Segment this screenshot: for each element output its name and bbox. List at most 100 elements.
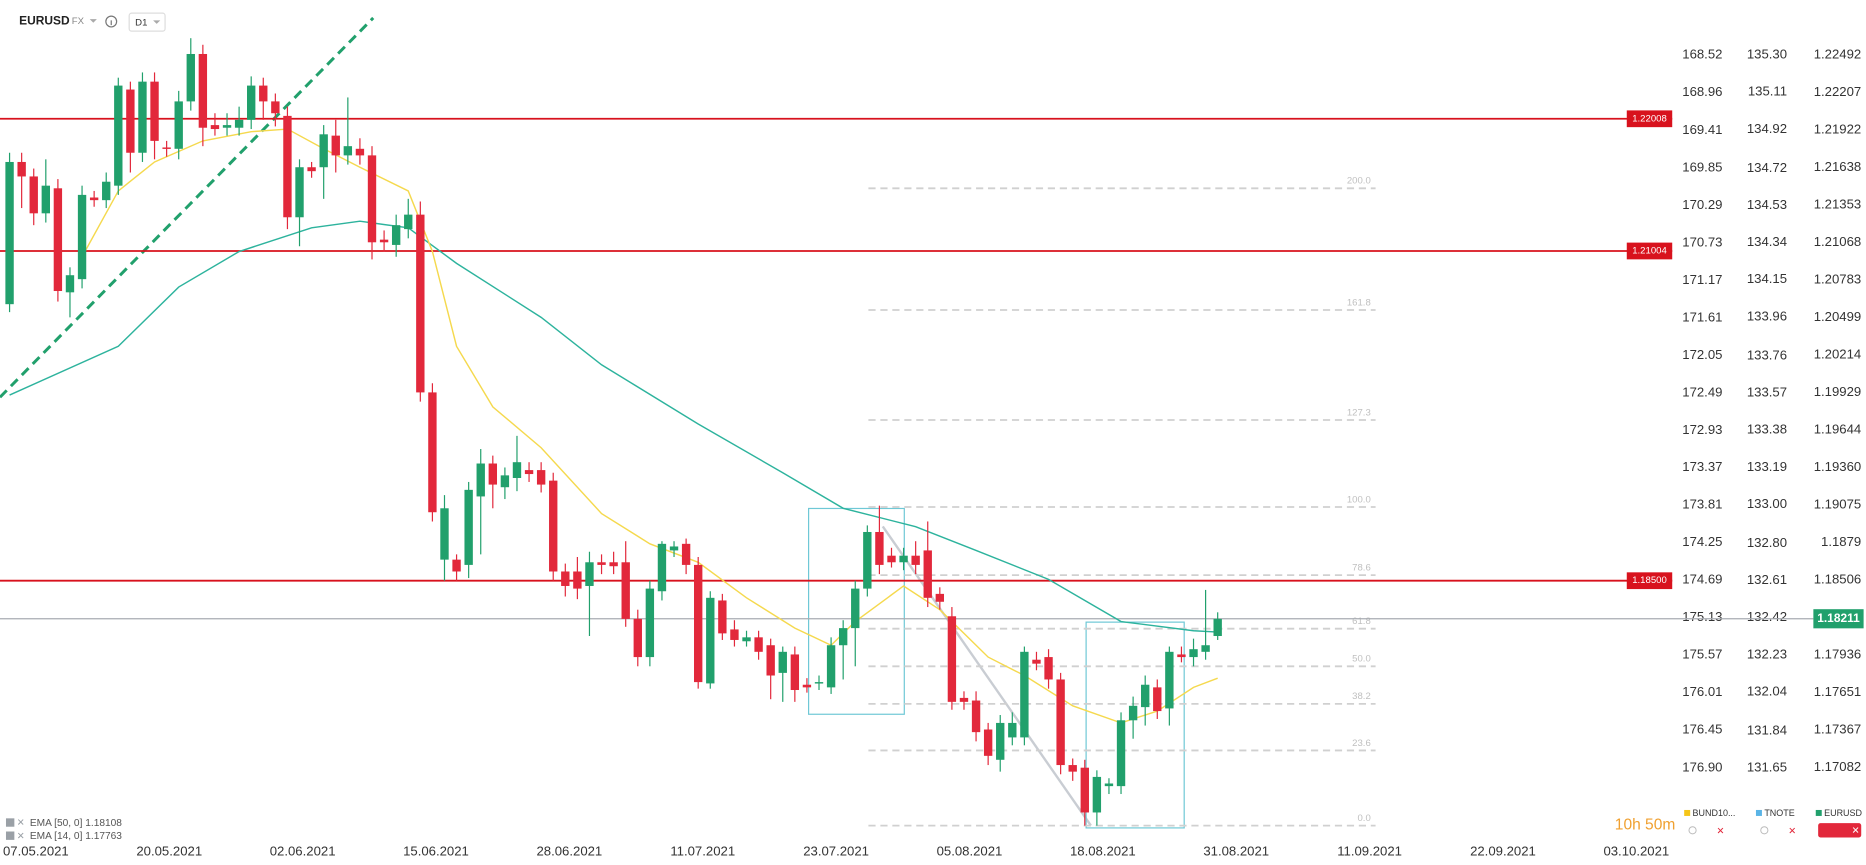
y-tick-label: 133.96	[1747, 308, 1787, 323]
ema-legend-close: ✕	[17, 818, 25, 829]
y-tick-label: 1.17651	[1814, 684, 1862, 699]
candle-body	[1020, 651, 1029, 738]
legend-swatch	[1755, 809, 1762, 816]
candle-body	[174, 101, 183, 149]
candle-body	[283, 115, 292, 218]
x-tick-label: 20.05.2021	[136, 843, 202, 858]
price-level-label: 1.21004	[1632, 246, 1667, 257]
candle-body	[355, 148, 365, 156]
candle-body	[681, 543, 691, 565]
legend-visibility	[1688, 826, 1697, 835]
y-tick-label: 134.15	[1747, 271, 1787, 286]
y-tick-label: 133.76	[1747, 347, 1787, 362]
fib-label: 200.0	[1347, 176, 1371, 187]
candle-body	[1044, 657, 1053, 680]
candle-body	[524, 470, 534, 475]
candle-body	[669, 546, 679, 551]
candle-body	[1141, 684, 1150, 708]
candle-body	[935, 593, 945, 602]
y-tick-label: 135.30	[1747, 47, 1787, 62]
candle-body	[826, 645, 836, 688]
price-level-tag	[1626, 242, 1673, 260]
y-tick-label: 135.11	[1748, 84, 1787, 99]
fib-label: 61.8	[1352, 616, 1371, 627]
y-tick-label: 175.13	[1682, 609, 1722, 624]
candle-body	[307, 167, 316, 172]
candle-body	[694, 564, 703, 683]
candle-body	[657, 543, 667, 592]
x-tick-label: 11.07.2021	[670, 843, 735, 858]
y-tick-label: 1.17082	[1814, 759, 1862, 774]
y-tick-label: 172.93	[1682, 422, 1722, 437]
candle-body	[1068, 765, 1077, 772]
y-tick-label: 168.96	[1682, 84, 1722, 99]
y-tick-label: 1.21638	[1814, 159, 1862, 174]
candle-body	[259, 85, 268, 102]
y-tick-label: 1.20783	[1814, 272, 1862, 287]
symbol: EURUSD	[19, 14, 70, 28]
ema-legend-close: ✕	[17, 831, 25, 842]
drawings	[0, 16, 1185, 829]
fib-label: 38.2	[1352, 691, 1371, 702]
legend-visibility	[1760, 826, 1769, 835]
candle-body	[162, 147, 171, 149]
candle-body	[5, 161, 14, 305]
candle-body	[1032, 659, 1041, 664]
candle-body	[875, 531, 884, 565]
info-icon[interactable]	[105, 15, 118, 28]
candle-body	[1201, 645, 1210, 652]
y-tick-label: 1.21353	[1814, 196, 1862, 211]
ema-legend-icon	[5, 818, 15, 827]
candle-body	[597, 562, 606, 565]
candle-body	[609, 562, 618, 567]
ema-legend-label: EMA [14, 0] 1.17763	[30, 831, 122, 842]
candle-body	[838, 628, 848, 646]
fib-label: 23.6	[1352, 738, 1371, 749]
y-tick-label: 1.19075	[1814, 496, 1862, 511]
candle-body	[247, 85, 256, 120]
market: FX	[72, 16, 85, 27]
interval-select[interactable]	[128, 12, 166, 32]
candle-body	[41, 185, 50, 214]
y-tick-label: 176.45	[1682, 721, 1722, 736]
candle-body	[1189, 649, 1198, 658]
y-tick-label: 169.41	[1682, 122, 1722, 137]
candle-body	[391, 225, 401, 245]
y-tick-label: 133.00	[1747, 496, 1787, 511]
y-tick-label: 1.20214	[1814, 346, 1862, 361]
candle-body	[234, 119, 244, 128]
legend-controls	[1818, 823, 1862, 838]
dropdown-arrow[interactable]	[89, 19, 97, 23]
candle-body	[404, 214, 413, 230]
y-tick-label: 1.19360	[1814, 459, 1862, 474]
box-highlight	[808, 507, 905, 715]
candle-body	[778, 651, 787, 673]
y-tick-label: 131.84	[1747, 722, 1787, 737]
candle-body	[971, 700, 981, 733]
price-level-label: 1.22008	[1632, 113, 1667, 124]
candle-body	[77, 194, 87, 280]
y-tick-label: 133.38	[1747, 422, 1787, 437]
box-highlight	[1085, 621, 1185, 829]
fib-label: 78.6	[1352, 563, 1371, 574]
candle-body	[367, 155, 377, 243]
candle-body	[899, 555, 908, 563]
legend-label: TNOTE	[1764, 808, 1794, 818]
candle-body	[959, 697, 969, 702]
y-tick-label: 169.85	[1682, 160, 1722, 175]
y-tick-label: 171.61	[1682, 309, 1722, 324]
y-tick-label: 176.90	[1682, 760, 1722, 775]
x-tick-label: 02.06.2021	[270, 843, 336, 858]
y-tick-label: 134.92	[1747, 121, 1787, 136]
price-level-tag	[1626, 572, 1673, 590]
candle-body	[863, 531, 872, 589]
x-tick-label: 05.08.2021	[937, 843, 1003, 858]
y-tick-label: 134.34	[1747, 234, 1787, 249]
candle-body	[645, 588, 655, 658]
fib-anchor-line	[881, 525, 1092, 827]
current-price-label: 1.18211	[1817, 611, 1860, 625]
price-level-label: 1.18500	[1632, 575, 1667, 586]
candle-body	[633, 618, 642, 658]
